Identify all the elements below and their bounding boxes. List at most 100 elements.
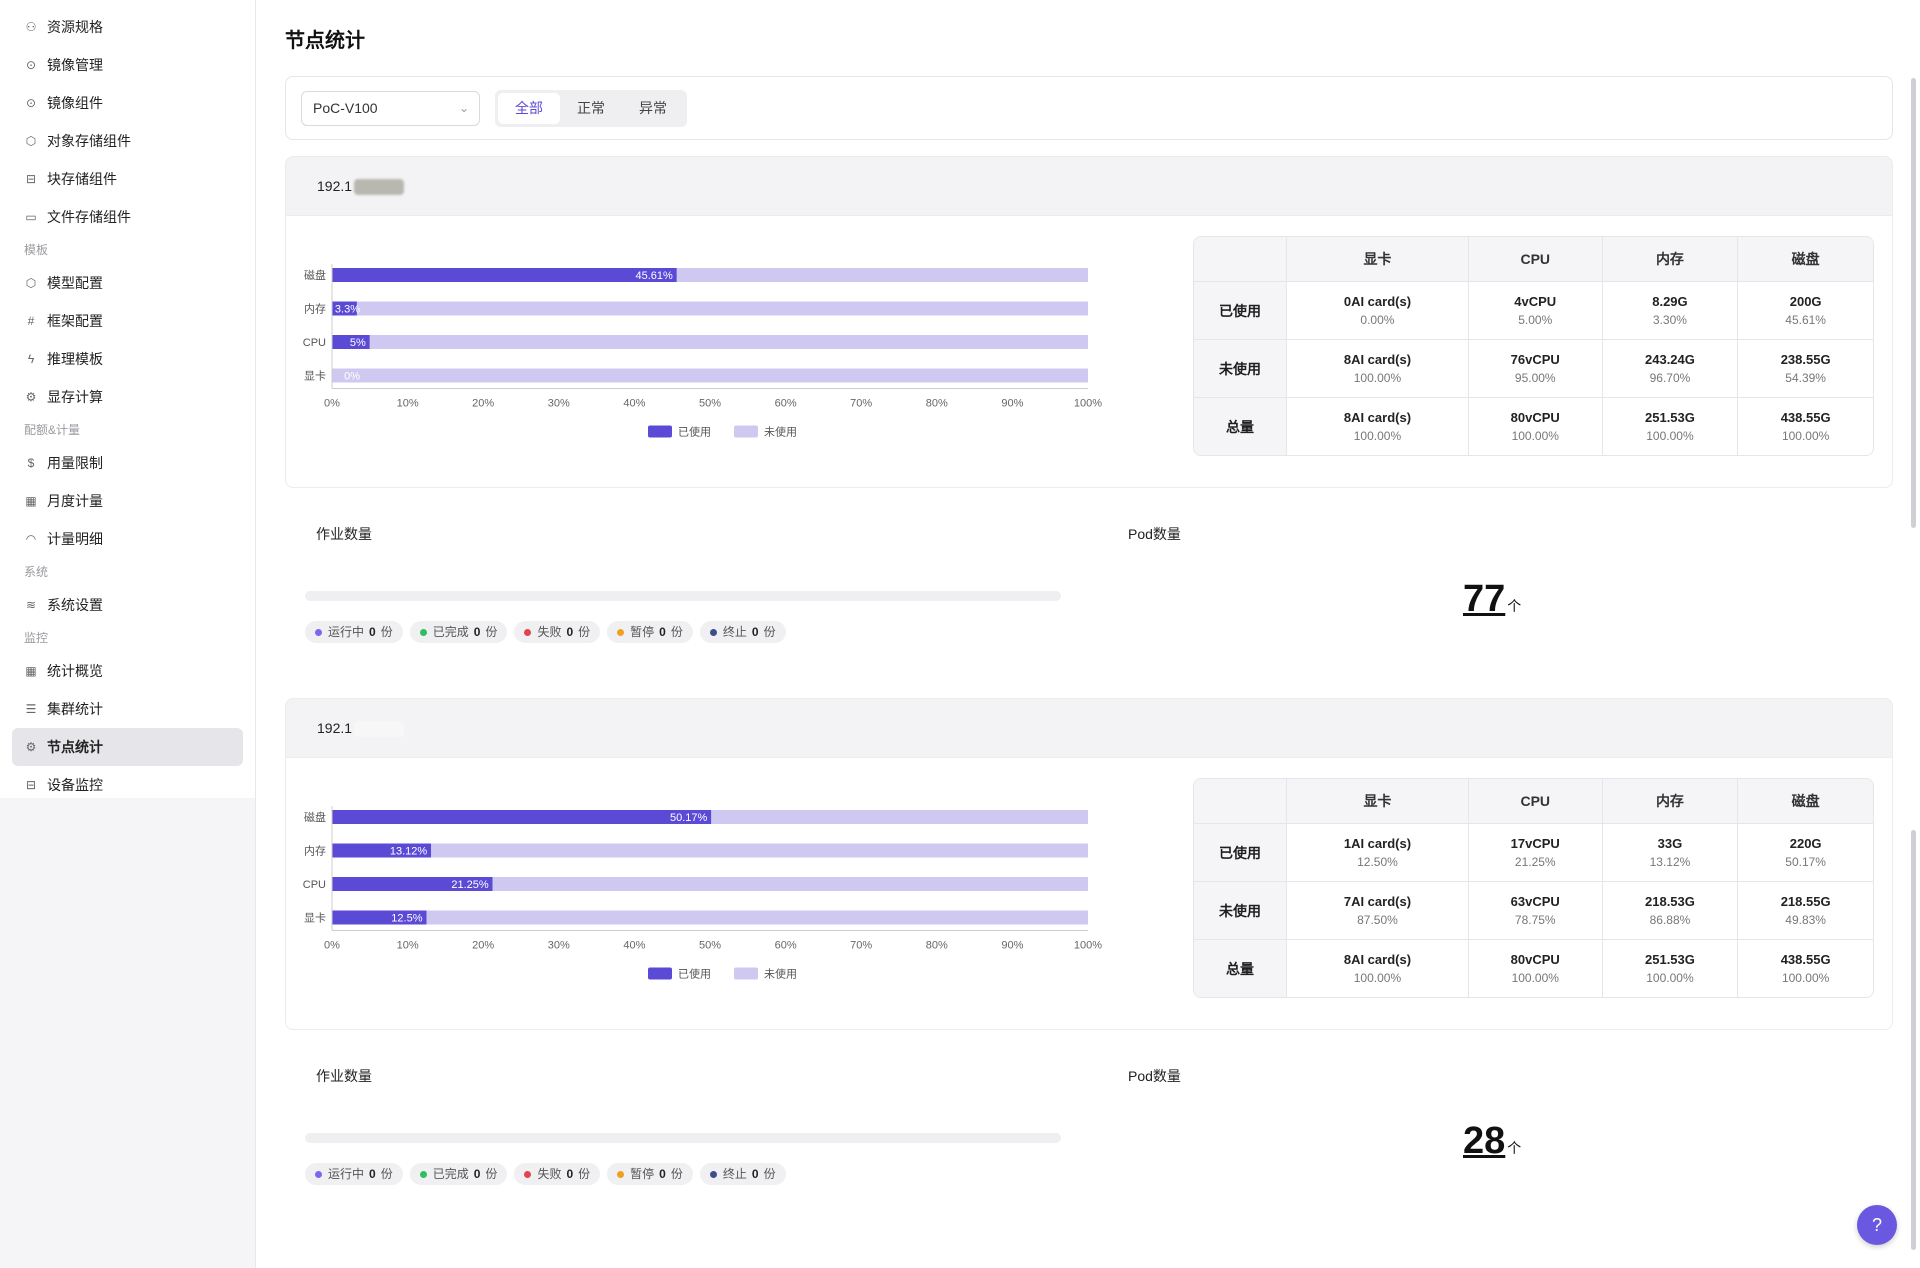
cell-percent: 96.70% [1649, 371, 1691, 385]
scrollbar[interactable] [1911, 830, 1916, 1250]
table-row-label: 总量 [1194, 939, 1286, 997]
chip-label: 失败 [537, 625, 562, 639]
table-cell: 251.53G 100.00% [1601, 397, 1738, 455]
chip-label: 运行中 [328, 1167, 365, 1181]
job-status-chip[interactable]: 失败 0 份 [514, 621, 601, 643]
sidebar-item[interactable]: ϟ 推理模板 [12, 340, 243, 378]
table-cell: 80vCPU 100.00% [1467, 397, 1602, 455]
cell-value: 251.53G [1645, 410, 1695, 425]
dashboard-icon: ▦ [25, 664, 37, 678]
table-header-cell: 显卡 [1286, 779, 1468, 823]
chip-label: 暂停 [630, 1167, 655, 1181]
job-status-chip[interactable]: 终止 0 份 [699, 621, 786, 643]
x-tick-label: 30% [548, 940, 570, 952]
sidebar-item-label: 月度计量 [47, 493, 103, 509]
table-header-cell: 显卡 [1286, 237, 1468, 281]
nav-group-label: 模板 [24, 243, 49, 257]
sidebar-item[interactable]: ≋ 系统设置 [12, 586, 243, 624]
sidebar-item[interactable]: $ 用量限制 [12, 444, 243, 482]
chip-count: 0 [751, 1167, 759, 1181]
bar-unused [711, 810, 1088, 824]
cell-percent: 3.30% [1652, 313, 1687, 327]
job-status-chip[interactable]: 失败 0 份 [514, 1163, 601, 1185]
x-tick-label: 40% [623, 398, 645, 410]
status-dot-icon [315, 628, 322, 636]
segment-tab[interactable]: 正常 [577, 100, 605, 116]
status-segmented-control: 全部 正常 异常 [495, 90, 687, 127]
cell-value: 218.53G [1645, 894, 1695, 909]
table-cell: 200G 45.61% [1737, 281, 1873, 339]
bar-unused [431, 843, 1088, 858]
node-card: 192.1 磁盘 50.17% 内存 13.12% CPU 21.25% 显卡 12.5% 0% 1… [285, 698, 1893, 1030]
table-row-label: 已使用 [1194, 823, 1286, 881]
sidebar-item[interactable]: ⚇ 资源规格 [12, 8, 243, 46]
table-header-cell: CPU [1467, 779, 1602, 823]
help-icon[interactable]: ? [1857, 1205, 1897, 1245]
cell-value: 8.29G [1652, 294, 1688, 309]
x-tick-label: 40% [623, 940, 645, 952]
cluster-select[interactable]: PoC-V100 ⌄ [301, 91, 480, 126]
cell-percent: 100.00% [1781, 429, 1830, 443]
sidebar-item[interactable]: ⬡ 模型配置 [12, 264, 243, 302]
sidebar-item[interactable]: ☰ 集群统计 [12, 690, 243, 728]
cell-percent: 49.83% [1785, 913, 1826, 927]
sidebar-item[interactable]: ▦ 统计概览 [12, 652, 243, 690]
table-cell: 8AI card(s) 100.00% [1286, 939, 1468, 997]
sidebar-item-label: 资源规格 [47, 19, 103, 35]
job-status-chip[interactable]: 终止 0 份 [699, 1163, 786, 1185]
table-cell: 220G 50.17% [1737, 823, 1873, 881]
sidebar-item[interactable]: ⊟ 块存储组件 [12, 160, 243, 198]
bar-unused [426, 910, 1088, 925]
sidebar-item[interactable]: ◠ 计量明细 [12, 520, 243, 558]
segment-tab[interactable]: 全部 [498, 93, 560, 124]
sidebar-item[interactable]: ▭ 文件存储组件 [12, 198, 243, 236]
table-header-cell [1194, 779, 1286, 823]
status-dot-icon [524, 628, 532, 636]
sidebar-item[interactable]: ⚙ 显存计算 [12, 378, 243, 416]
job-status-chip[interactable]: 运行中 0 份 [305, 1163, 403, 1185]
chart-category-label: 内存 [304, 302, 326, 316]
sidebar: ⚇ 资源规格 ⊙ 镜像管理 ⊙ 镜像组件 ⬡ 对象存储组件 ⊟ 块存储组件 ▭ 文件存储组件模板 ⬡ 模型… [0, 0, 256, 1268]
layers-icon: ≋ [25, 598, 37, 612]
pod-count[interactable]: 28 个 [1463, 1120, 1521, 1163]
segment-tab[interactable]: 异常 [639, 100, 667, 116]
sidebar-item[interactable]: ⊟ 设备监控 [12, 766, 243, 804]
node-body: 磁盘 45.61% 内存 3.3% CPU 5% 显卡 0% 0% 10% 20% 30% 40% 50%… [285, 216, 1893, 488]
sidebar-item[interactable]: ⊙ 镜像管理 [12, 46, 243, 84]
sidebar-item[interactable]: ⊙ 镜像组件 [12, 84, 243, 122]
sidebar-item[interactable]: ⚙ 节点统计 [12, 728, 243, 766]
cell-percent: 86.88% [1649, 913, 1691, 927]
sidebar-item[interactable]: ⬡ 对象存储组件 [12, 122, 243, 160]
pod-count-unit: 个 [1507, 598, 1522, 614]
node-header: 192.1 [285, 156, 1893, 216]
sidebar-item[interactable]: # 框架配置 [12, 302, 243, 340]
table-cell: 243.24G 96.70% [1601, 339, 1738, 397]
status-dot-icon [617, 1170, 625, 1178]
x-tick-label: 60% [775, 398, 797, 410]
scrollbar[interactable] [1911, 78, 1916, 528]
cell-percent: 45.61% [1785, 313, 1826, 327]
job-status-chip[interactable]: 暂停 0 份 [607, 1163, 693, 1185]
chart-category-label: CPU [303, 879, 326, 891]
job-status-chip[interactable]: 已完成 0 份 [409, 621, 508, 643]
jobs-progress-bar [305, 1133, 1061, 1143]
job-status-chip[interactable]: 暂停 0 份 [607, 621, 693, 643]
sidebar-item[interactable]: ▦ 月度计量 [12, 482, 243, 520]
chip-label: 终止 [722, 1167, 747, 1181]
pod-count[interactable]: 77 个 [1463, 578, 1521, 621]
x-tick-label: 30% [548, 398, 570, 410]
filter-bar: PoC-V100 ⌄ 全部 正常 异常 [285, 76, 1893, 140]
resource-stats-table: 显卡 CPU 内存 磁盘 已使用 0AI card(s) 0.00% 4vCPU 5.00% 8.… [1193, 236, 1874, 456]
x-tick-label: 90% [1001, 940, 1023, 952]
table-cell: 218.55G 49.83% [1737, 881, 1873, 939]
node-body: 磁盘 50.17% 内存 13.12% CPU 21.25% 显卡 12.5% 0% 10% 20%… [285, 758, 1893, 1030]
chip-unit: 份 [578, 625, 591, 639]
job-status-chip[interactable]: 已完成 0 份 [409, 1163, 508, 1185]
bar-data-label: 21.25% [451, 879, 489, 891]
job-status-chip[interactable]: 运行中 0 份 [305, 621, 403, 643]
cell-value: 8AI card(s) [1343, 352, 1412, 367]
sidebar-item-label: 模型配置 [47, 275, 103, 291]
gauge-icon: ◠ [25, 532, 37, 546]
job-status-chips: 运行中 0 份已完成 0 份失败 0 份暂停 0 份终止 0 份 [305, 621, 786, 643]
sidebar-item-label: 推理模板 [47, 351, 103, 367]
